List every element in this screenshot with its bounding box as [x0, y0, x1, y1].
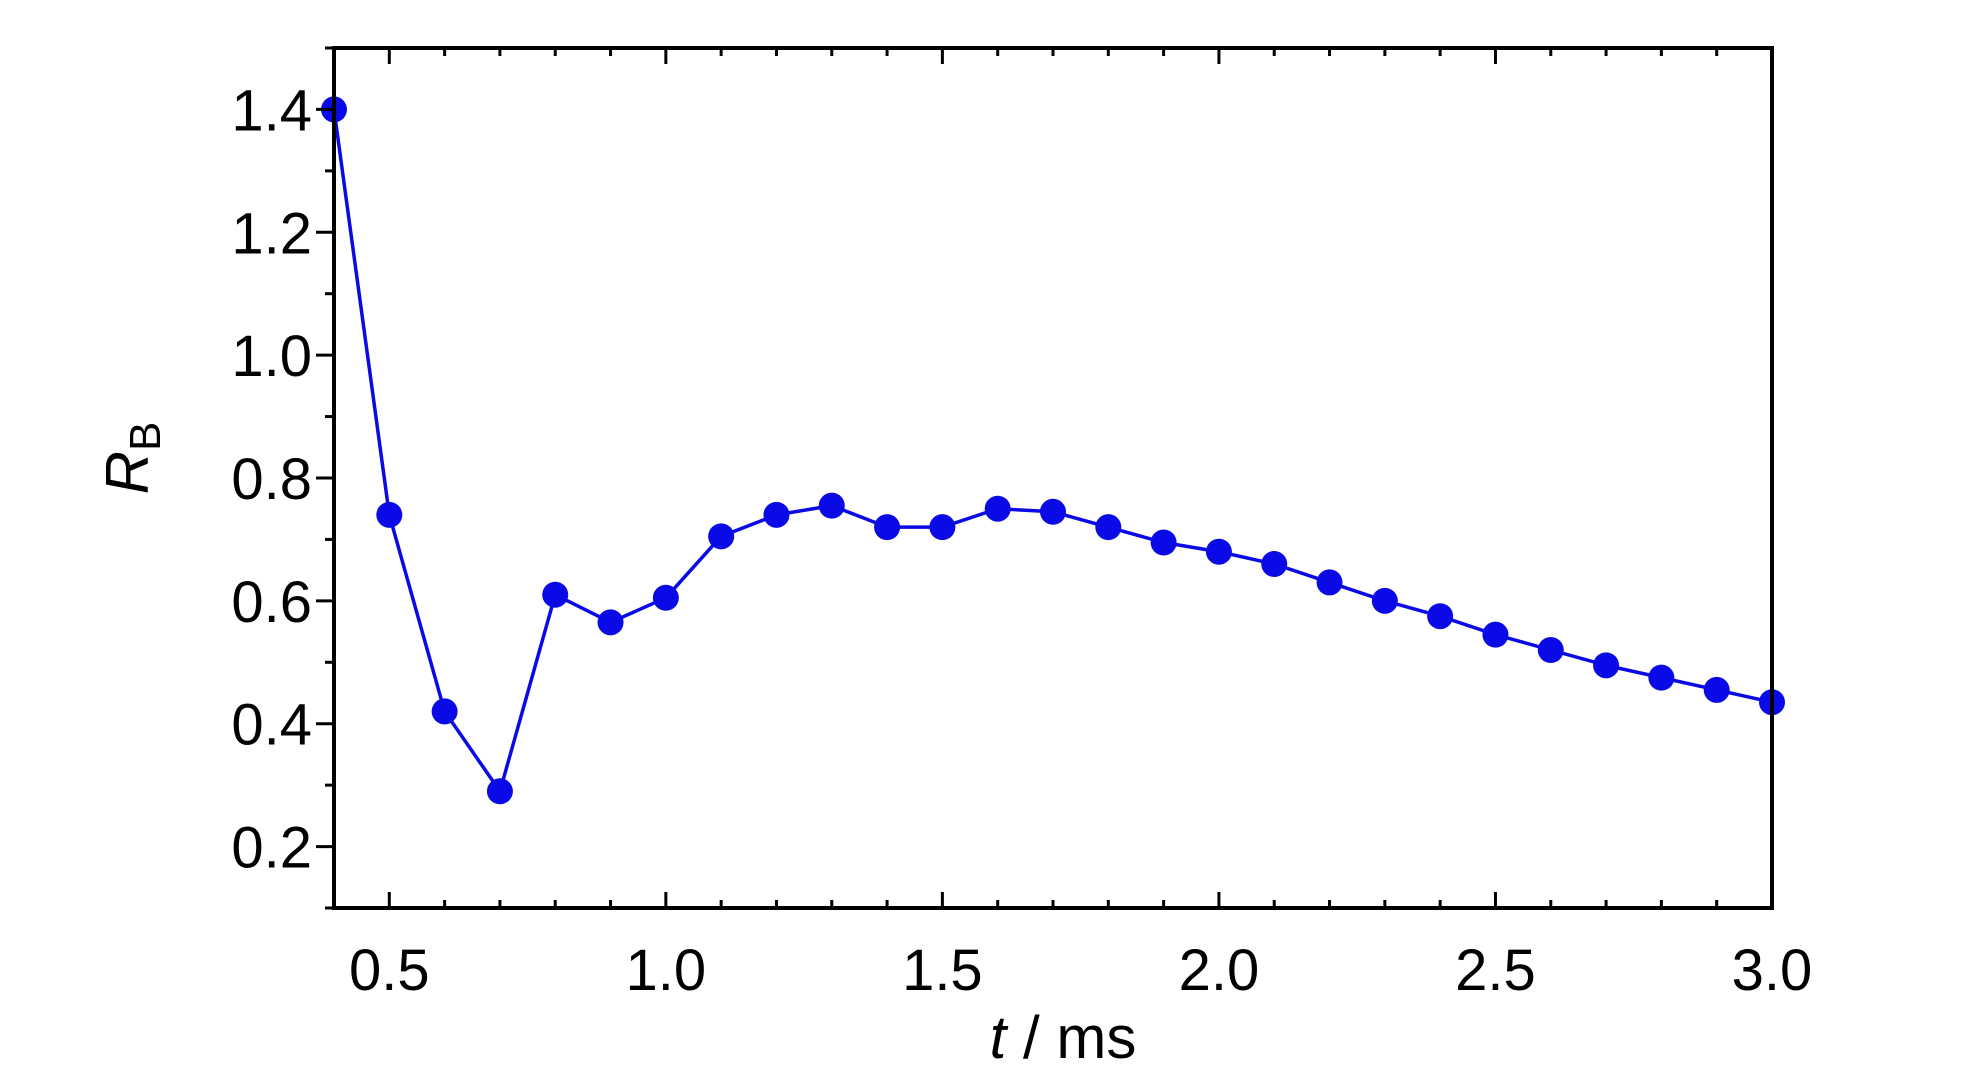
y-axis-label-subscript: B [121, 422, 170, 451]
x-axis-label-variable: t [990, 1004, 1009, 1063]
x-axis-label: t / ms [990, 1004, 1137, 1063]
series-line-segment [443, 710, 502, 793]
y-tick-label: 0.6 [231, 570, 312, 635]
data-point [763, 501, 790, 528]
x-tick-label: 0.5 [349, 938, 430, 1003]
data-point [1205, 538, 1232, 565]
series-line-segment [332, 109, 392, 516]
data-point [542, 581, 569, 608]
data-point [431, 698, 458, 725]
data-point [708, 523, 735, 550]
data-point [1427, 603, 1454, 630]
data-point [1371, 587, 1398, 614]
data-point [1095, 514, 1122, 541]
data-point [376, 501, 403, 528]
y-tick-label: 1.4 [231, 78, 312, 143]
data-point [486, 778, 513, 805]
y-tick-label: 0.2 [231, 816, 312, 881]
y-axis-label: RB [94, 422, 170, 495]
data-point [1537, 637, 1564, 663]
data-point [1261, 551, 1288, 577]
series-line-segment [664, 535, 723, 599]
data-point [1648, 664, 1675, 691]
data-point [874, 514, 901, 541]
series-line-segment [387, 514, 447, 712]
x-axis-label-unit: / ms [1006, 1004, 1136, 1063]
x-tick-label: 3.0 [1732, 938, 1813, 1003]
series-layer [321, 96, 1785, 805]
data-point [597, 609, 624, 636]
data-point [1593, 652, 1620, 679]
y-tick-label: 1.0 [231, 324, 312, 389]
x-tick-label: 1.5 [902, 938, 983, 1003]
series-line-segment [498, 594, 557, 792]
y-tick-label: 1.2 [231, 201, 312, 266]
data-point [652, 584, 679, 611]
data-point [1150, 529, 1177, 556]
data-point [929, 514, 956, 541]
plot-frame [332, 46, 1774, 910]
y-tick-label: 0.8 [231, 447, 312, 512]
x-axis-ticks: 0.5 1.0 1.5 2.0 2.5 3.0 [332, 48, 1813, 1003]
y-axis-ticks: 0.2 0.4 0.6 0.8 1.0 1.2 1.4 [231, 46, 334, 910]
data-point [818, 492, 845, 519]
data-point [1316, 569, 1343, 596]
data-point [1482, 621, 1509, 648]
y-tick-label: 0.4 [231, 693, 312, 758]
y-axis-label-variable: R [94, 451, 161, 494]
data-point [984, 495, 1011, 522]
x-tick-label: 2.0 [1179, 938, 1260, 1003]
x-tick-label: 1.0 [626, 938, 707, 1003]
data-point [1040, 498, 1066, 525]
x-tick-label: 2.5 [1455, 938, 1536, 1003]
data-point [1703, 676, 1730, 703]
